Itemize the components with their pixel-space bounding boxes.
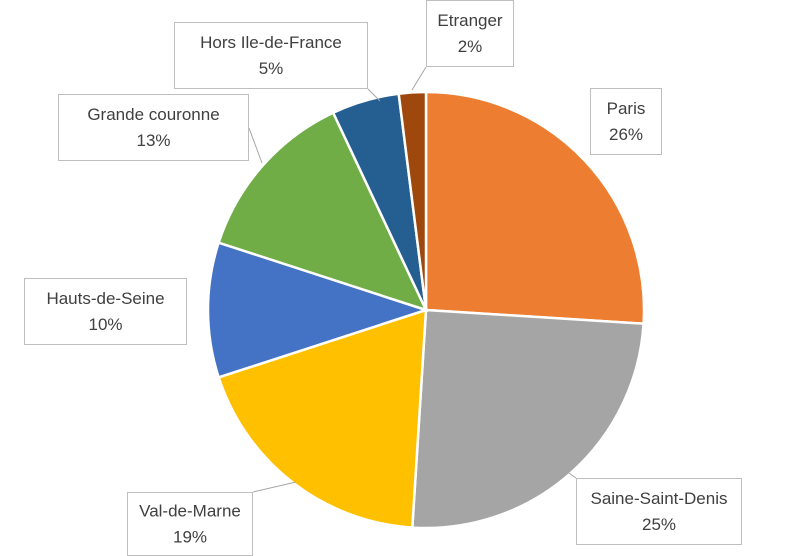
leader-line — [252, 481, 297, 493]
leader-line — [367, 88, 381, 102]
slice-label: Etranger — [437, 11, 503, 30]
slice-value-label: 10% — [88, 315, 122, 334]
slice-value-label: 26% — [609, 125, 643, 144]
slice-label: Grande couronne — [87, 105, 219, 124]
pie-slice — [206, 241, 431, 379]
label-box — [590, 88, 662, 155]
slice-label: Saine-Saint-Denis — [590, 489, 727, 508]
pie-slice — [424, 90, 646, 326]
slice-label: Val-de-Marne — [139, 501, 241, 520]
label-box — [426, 0, 514, 67]
slice-value-label: 2% — [458, 37, 483, 56]
slice-label: Hors Ile-de-France — [200, 33, 342, 52]
label-box — [576, 478, 742, 545]
slice-value-label: 5% — [259, 59, 284, 78]
pie-slice — [217, 111, 429, 313]
slice-value-label: 13% — [136, 131, 170, 150]
label-box — [58, 94, 249, 161]
slice-value-label: 25% — [642, 515, 676, 534]
slice-value-label: 19% — [173, 527, 207, 546]
leader-line — [411, 66, 427, 91]
slice-label: Paris — [607, 99, 646, 118]
pie-slice — [217, 308, 428, 529]
leader-line — [248, 127, 263, 164]
label-box — [24, 278, 187, 345]
label-box — [174, 22, 368, 89]
pie-slice — [397, 90, 428, 311]
leader-line — [555, 463, 577, 479]
slice-label: Hauts-de-Seine — [46, 289, 164, 308]
label-box — [127, 492, 253, 556]
